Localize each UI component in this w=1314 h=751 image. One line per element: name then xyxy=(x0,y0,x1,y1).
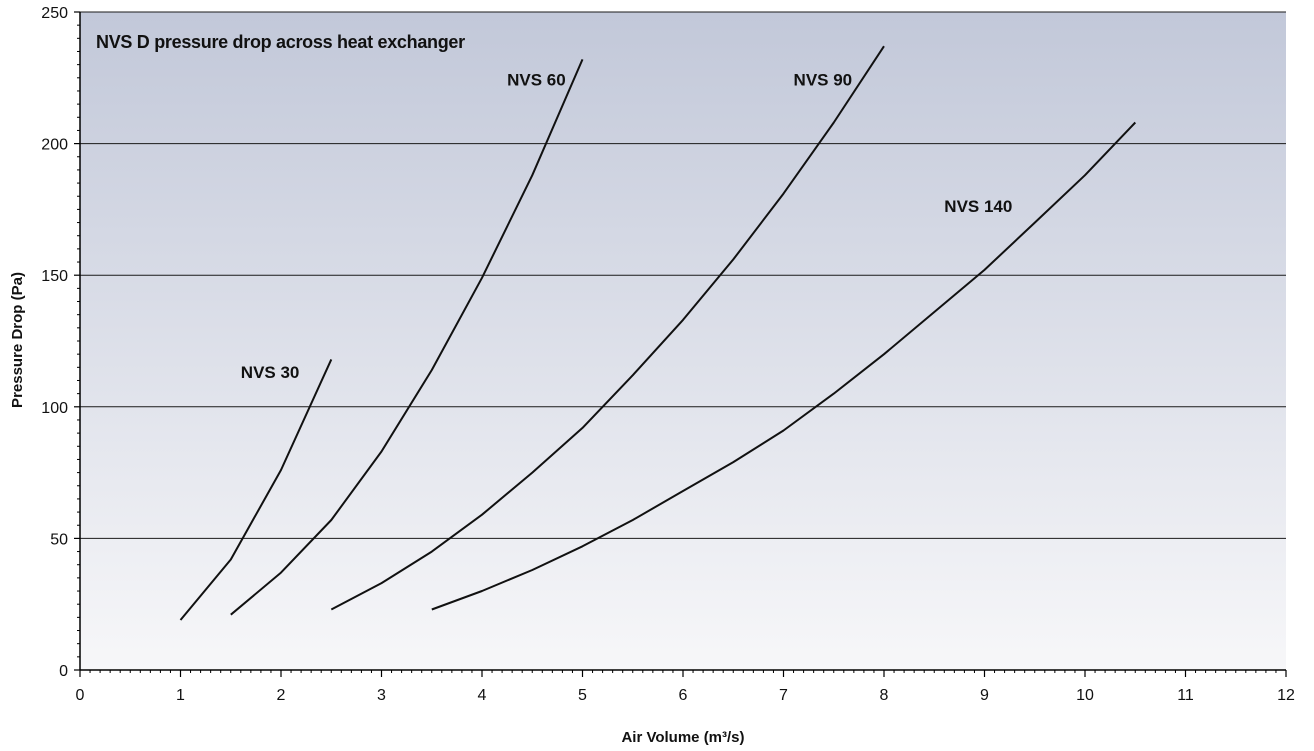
y-tick-label: 250 xyxy=(41,5,68,22)
y-axis-title: Pressure Drop (Pa) xyxy=(9,272,26,408)
series-label-nvs-30: NVS 30 xyxy=(241,363,300,382)
x-tick-labels: 0 1 2 3 4 5 6 7 8 9 10 11 12 xyxy=(76,687,1295,704)
series-lines xyxy=(179,45,1137,621)
series-line-nvs-30 xyxy=(179,358,333,621)
y-tick-label: 100 xyxy=(41,400,68,417)
tick-marks xyxy=(74,11,1287,677)
x-tick-label: 7 xyxy=(779,687,788,704)
x-tick-label: 9 xyxy=(980,687,989,704)
x-tick-label: 2 xyxy=(277,687,286,704)
series-labels: NVS 30 NVS 60 NVS 90 NVS 140 xyxy=(241,71,1013,382)
y-tick-label: 150 xyxy=(41,268,68,285)
x-tick-label: 3 xyxy=(377,687,386,704)
series-line-nvs-140 xyxy=(431,121,1137,611)
y-tick-label: 0 xyxy=(59,663,68,680)
y-tick-labels: 0 50 100 150 200 250 xyxy=(41,5,68,680)
x-axis-title: Air Volume (m³/s) xyxy=(621,729,744,746)
y-tick-label: 50 xyxy=(50,531,68,548)
series-label-nvs-140: NVS 140 xyxy=(944,197,1012,216)
x-tick-label: 5 xyxy=(578,687,587,704)
chart-title: NVS D pressure drop across heat exchange… xyxy=(96,32,465,52)
series-label-nvs-90: NVS 90 xyxy=(794,71,853,90)
gridlines xyxy=(80,11,1286,539)
x-tick-label: 11 xyxy=(1177,687,1194,704)
x-tick-label: 6 xyxy=(679,687,688,704)
series-line-nvs-60 xyxy=(230,59,584,616)
x-tick-label: 8 xyxy=(880,687,889,704)
x-tick-label: 1 xyxy=(176,687,185,704)
plot-area-background xyxy=(80,12,1286,670)
x-tick-label: 4 xyxy=(478,687,487,704)
x-tick-label: 10 xyxy=(1076,687,1094,704)
y-tick-label: 200 xyxy=(41,137,68,154)
series-label-nvs-60: NVS 60 xyxy=(507,71,566,90)
x-tick-label: 0 xyxy=(76,687,85,704)
x-tick-label: 12 xyxy=(1277,687,1295,704)
series-line-nvs-90 xyxy=(330,45,885,611)
